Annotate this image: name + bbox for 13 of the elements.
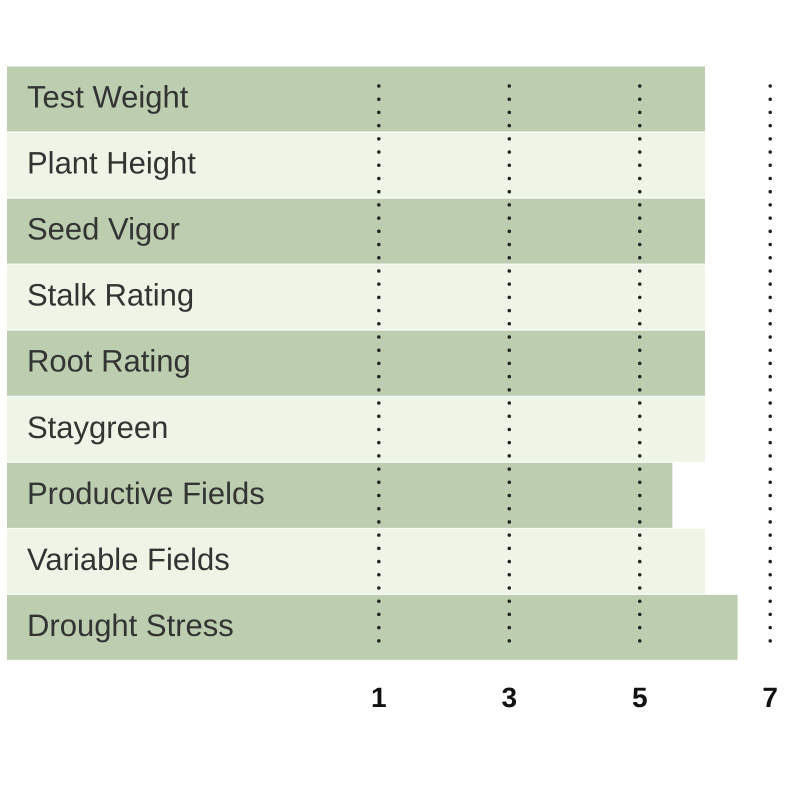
y-tick-label: Productive Fields — [27, 476, 265, 511]
y-tick-label: Test Weight — [27, 80, 189, 115]
x-tick-label: 1 — [371, 682, 387, 713]
x-tick-label: 5 — [632, 682, 648, 713]
x-tick-label: 7 — [762, 682, 778, 713]
y-tick-label: Staygreen — [27, 410, 168, 445]
y-tick-label: Stalk Rating — [27, 278, 194, 313]
y-tick-label: Drought Stress — [27, 608, 234, 643]
y-tick-label: Root Rating — [27, 344, 191, 379]
y-tick-label: Seed Vigor — [27, 212, 180, 247]
y-tick-label: Plant Height — [27, 146, 196, 181]
x-tick-label: 3 — [501, 682, 518, 713]
y-tick-label: Variable Fields — [27, 542, 230, 577]
